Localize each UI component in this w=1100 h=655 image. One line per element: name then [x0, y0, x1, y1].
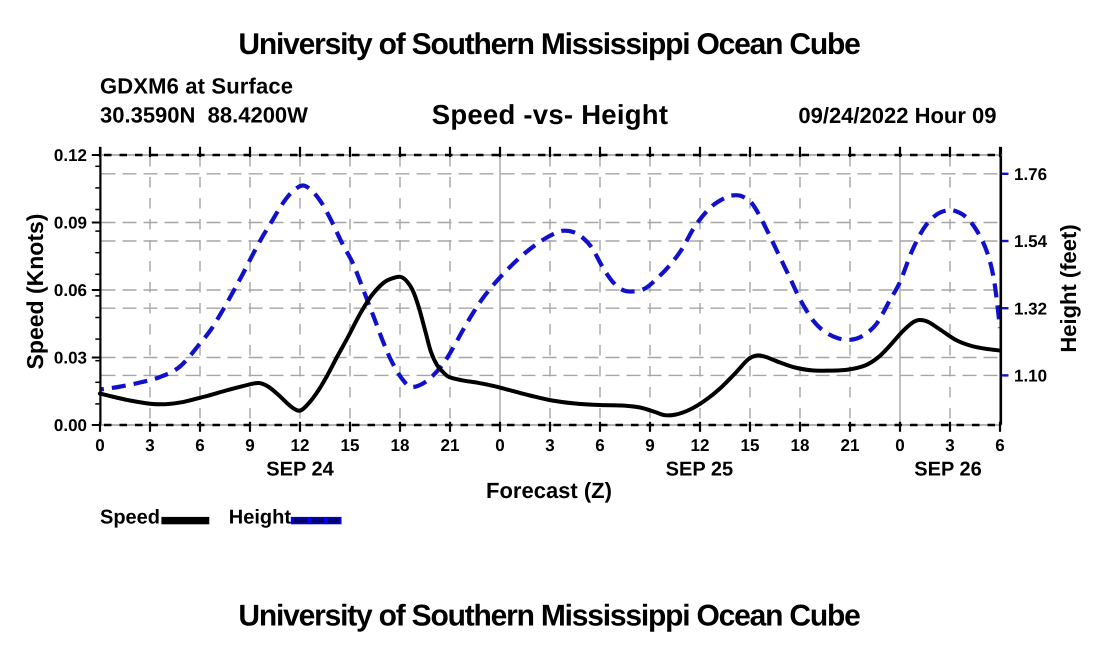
- svg-text:Speed -vs- Height: Speed -vs- Height: [432, 99, 669, 130]
- svg-text:Forecast (Z): Forecast (Z): [486, 478, 612, 503]
- svg-text:6: 6: [995, 436, 1004, 455]
- svg-text:1.76: 1.76: [1014, 165, 1047, 184]
- svg-text:9: 9: [245, 436, 254, 455]
- svg-text:0: 0: [895, 436, 904, 455]
- svg-text:3: 3: [145, 436, 154, 455]
- svg-text:Speed (Knots): Speed (Knots): [22, 214, 48, 370]
- svg-text:3: 3: [945, 436, 954, 455]
- svg-text:1.54: 1.54: [1014, 232, 1048, 251]
- svg-text:University of Southern Mississ: University of Southern Mississippi Ocean…: [238, 600, 860, 633]
- svg-text:GDXM6 at Surface: GDXM6 at Surface: [100, 73, 293, 98]
- svg-text:0.09: 0.09: [54, 214, 87, 233]
- svg-text:SEP 25: SEP 25: [666, 458, 733, 480]
- svg-text:12: 12: [291, 436, 310, 455]
- svg-text:9: 9: [645, 436, 654, 455]
- svg-text:0.03: 0.03: [54, 349, 87, 368]
- svg-text:0: 0: [495, 436, 504, 455]
- svg-text:6: 6: [195, 436, 204, 455]
- svg-text:SEP 26: SEP 26: [914, 458, 981, 480]
- svg-text:University of Southern Mississ: University of Southern Mississippi Ocean…: [238, 28, 860, 61]
- svg-text:Height: Height: [229, 507, 292, 529]
- svg-text:0: 0: [95, 436, 104, 455]
- svg-text:Height (feet): Height (feet): [1056, 224, 1081, 352]
- svg-text:0.06: 0.06: [54, 281, 87, 300]
- svg-text:0.00: 0.00: [54, 416, 87, 435]
- svg-text:21: 21: [441, 436, 460, 455]
- svg-text:09/24/2022 Hour 09: 09/24/2022 Hour 09: [798, 103, 996, 128]
- svg-text:SEP 24: SEP 24: [266, 458, 334, 480]
- svg-text:0.12: 0.12: [54, 146, 87, 165]
- svg-text:1.10: 1.10: [1014, 367, 1047, 386]
- svg-text:Speed: Speed: [100, 507, 160, 529]
- svg-text:15: 15: [341, 436, 360, 455]
- svg-text:21: 21: [841, 436, 860, 455]
- svg-text:12: 12: [691, 436, 710, 455]
- svg-text:1.32: 1.32: [1014, 299, 1047, 318]
- svg-text:3: 3: [545, 436, 554, 455]
- svg-text:30.3590N 88.4200W: 30.3590N 88.4200W: [100, 103, 308, 128]
- svg-text:6: 6: [595, 436, 604, 455]
- svg-text:15: 15: [741, 436, 760, 455]
- svg-text:18: 18: [791, 436, 810, 455]
- svg-text:18: 18: [391, 436, 410, 455]
